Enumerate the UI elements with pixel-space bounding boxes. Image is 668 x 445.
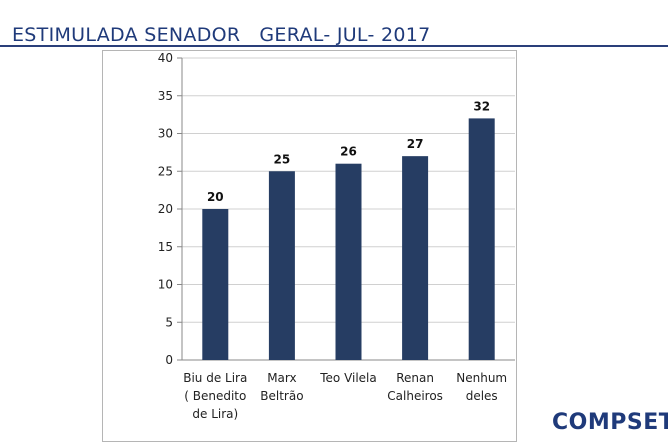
bar-chart: 0 5 10 15 20 25 30 35 40 20 Biu de Lira ( Benedito d…	[158, 51, 515, 421]
brand-logo: COMPSET	[552, 410, 668, 435]
category-label: Nenhum	[456, 371, 507, 385]
y-tick-label: 15	[158, 240, 173, 254]
bar	[268, 171, 295, 360]
y-tick-label: 35	[158, 89, 173, 103]
y-tick-label: 40	[158, 51, 173, 65]
category-label: Renan	[396, 371, 434, 385]
category-label: Marx	[267, 371, 296, 385]
data-label: 25	[274, 152, 291, 166]
bar	[402, 156, 429, 360]
category-label: Teo Vilela	[319, 371, 377, 385]
data-label: 20	[207, 190, 224, 204]
data-label: 26	[340, 145, 357, 159]
category-label: de Lira)	[192, 407, 238, 421]
chart-frame	[102, 50, 517, 442]
header: ESTIMULADA SENADOR GERAL- JUL- 2017	[0, 0, 668, 47]
bar	[202, 209, 229, 360]
bar	[468, 118, 495, 361]
header-title: ESTIMULADA SENADOR GERAL- JUL- 2017	[12, 24, 431, 46]
category-label: Calheiros	[387, 389, 443, 403]
data-label: 32	[473, 99, 490, 113]
y-tick-label: 10	[158, 278, 173, 292]
y-tick-label: 0	[165, 353, 173, 367]
category-label: Biu de Lira	[183, 371, 247, 385]
category-label: Beltrão	[260, 389, 303, 403]
y-tick-label: 30	[158, 127, 173, 141]
data-label: 27	[407, 137, 424, 151]
y-tick-label: 5	[165, 315, 173, 329]
y-tick-label: 20	[158, 202, 173, 216]
y-tick-label: 25	[158, 164, 173, 178]
bar	[335, 163, 362, 360]
category-label: deles	[466, 389, 498, 403]
category-label: ( Benedito	[184, 389, 246, 403]
header-divider	[0, 45, 668, 47]
